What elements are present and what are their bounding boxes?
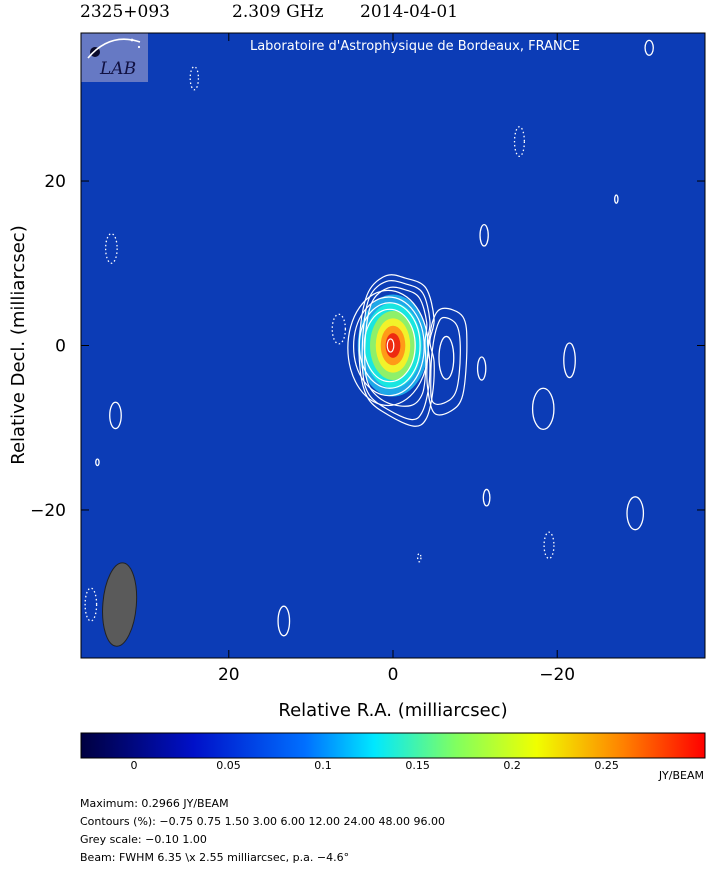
- contour-island-3: [563, 342, 576, 379]
- extended-contour-0: [358, 274, 435, 427]
- colorbar-tick-label: 0.05: [216, 759, 241, 772]
- y-axis-title: Relative Decl. (milliarcsec): [8, 225, 29, 464]
- x-tick-label: 0: [388, 665, 399, 685]
- y-tick-label: 20: [44, 172, 66, 192]
- contour-island-8: [614, 194, 619, 204]
- source-name: 2325+093: [80, 2, 170, 22]
- y-tick-label: 0: [55, 337, 66, 357]
- contour-island-10: [277, 605, 291, 637]
- footer-contours: Contours (%): −0.75 0.75 1.50 3.00 6.00 …: [80, 815, 445, 828]
- contour-island-6: [626, 496, 645, 531]
- core-contour-2: [352, 296, 425, 397]
- logo-text: LAB: [99, 59, 136, 79]
- extended-contour-1: [361, 280, 431, 421]
- negative-contour-13: [104, 233, 118, 264]
- negative-contour-17: [416, 552, 422, 563]
- contour-island-2: [479, 223, 489, 247]
- lab-logo: LAB: [81, 33, 148, 82]
- colorbar-frame: [80, 732, 706, 759]
- colorbar-tick-label: 0.25: [594, 759, 619, 772]
- contour-island-5: [482, 488, 491, 507]
- observation-date: 2014-04-01: [360, 2, 459, 22]
- frequency-label: 2.309 GHz: [232, 2, 324, 22]
- contour-island-11: [95, 458, 100, 467]
- y-tick-label: −20: [30, 501, 66, 521]
- beam-ellipse: [102, 562, 138, 647]
- x-axis-title: Relative R.A. (milliarcsec): [278, 700, 507, 721]
- colorbar: [81, 733, 705, 758]
- colorbar-tick-label: 0: [130, 759, 137, 772]
- colorbar-tick-label: 0.1: [314, 759, 332, 772]
- contour-island-4: [531, 387, 555, 431]
- x-tick-label: 20: [218, 665, 240, 685]
- extended-contour-2: [364, 286, 428, 407]
- colorbar-tick-label: 0.2: [503, 759, 521, 772]
- core-contour-4: [386, 338, 395, 353]
- footer-maximum: Maximum: 0.2966 JY/BEAM: [80, 797, 229, 810]
- contour-island-9: [109, 401, 122, 430]
- negative-contour-12: [189, 66, 200, 91]
- x-tick-label: −20: [539, 665, 575, 685]
- negative-contour-15: [513, 126, 526, 158]
- contour-island-0: [438, 335, 455, 380]
- negative-contour-14: [331, 313, 347, 345]
- negative-contour-16: [543, 531, 555, 560]
- contour-island-1: [476, 356, 487, 381]
- contour-island-7: [644, 39, 654, 56]
- colorbar-unit: JY/BEAM: [658, 769, 704, 782]
- negative-contour-18: [84, 587, 98, 622]
- chart-title: Laboratoire d'Astrophysique de Bordeaux,…: [250, 39, 580, 54]
- extended-contour-4: [430, 316, 461, 406]
- footer-beam: Beam: FWHM 6.35 \x 2.55 milliarcsec, p.a…: [80, 851, 350, 864]
- colorbar-tick-label: 0.15: [405, 759, 430, 772]
- footer-grey-scale: Grey scale: −0.10 1.00: [80, 833, 207, 846]
- extended-contour-3: [426, 307, 468, 416]
